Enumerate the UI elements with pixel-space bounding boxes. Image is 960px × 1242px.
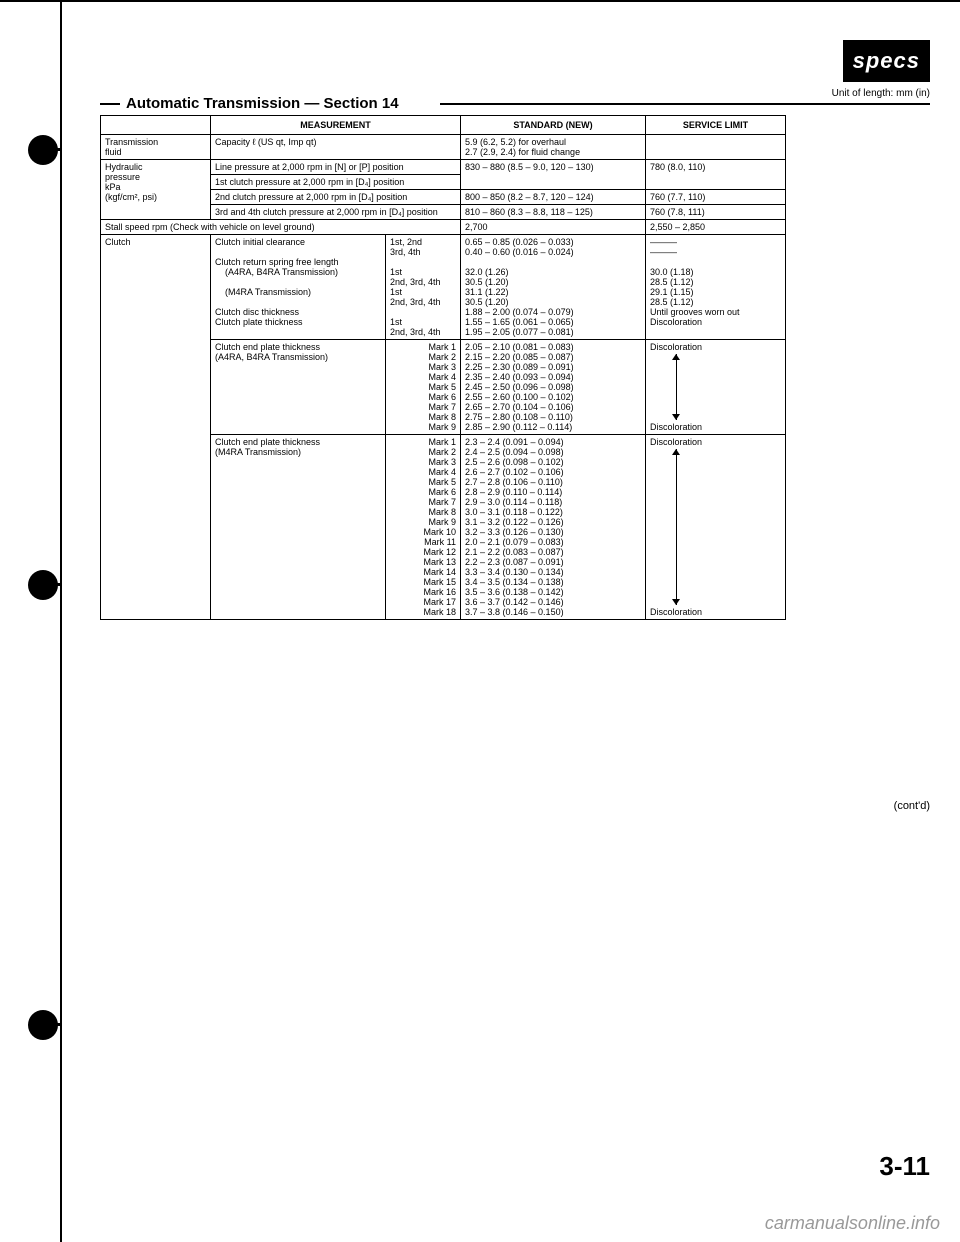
row-label: Transmission fluid	[101, 135, 211, 160]
header-blank	[101, 116, 211, 135]
title-line	[100, 103, 120, 105]
row-limit: 2,550 – 2,850	[646, 220, 786, 235]
binder-stem	[48, 583, 60, 586]
clutch-marks: Mark 1 Mark 2 Mark 3 Mark 4 Mark 5 Mark …	[386, 340, 461, 435]
table-row: Clutch Clutch initial clearance Clutch r…	[101, 235, 786, 340]
table-row: Hydraulic pressure kPa (kgf/cm², psi) Li…	[101, 160, 786, 175]
table-row: Stall speed rpm (Check with vehicle on l…	[101, 220, 786, 235]
unit-label: Unit of length: mm (in)	[832, 88, 930, 99]
row-std: 810 – 860 (8.3 – 8.8, 118 – 125)	[461, 205, 646, 220]
clutch-marks: Mark 1 Mark 2 Mark 3 Mark 4 Mark 5 Mark …	[386, 435, 461, 620]
row-meas: Line pressure at 2,000 rpm in [N] or [P]…	[211, 160, 461, 175]
arrow-up-icon	[672, 449, 680, 455]
row-std: 2,700	[461, 220, 646, 235]
row-label: Stall speed rpm (Check with vehicle on l…	[101, 220, 461, 235]
clutch-meas: Clutch end plate thickness (A4RA, B4RA T…	[211, 340, 386, 435]
clutch-lim: ——— ——— 30.0 (1.18) 28.5 (1.12) 29.1 (1.…	[646, 235, 786, 340]
table-row: Transmission fluid Capacity ℓ (US qt, Im…	[101, 135, 786, 160]
clutch-lim: Discoloration Discoloration	[646, 435, 786, 620]
row-limit: 760 (7.7, 110)	[646, 190, 786, 205]
clutch-std: 2.3 – 2.4 (0.091 – 0.094) 2.4 – 2.5 (0.0…	[461, 435, 646, 620]
binder-stem	[48, 148, 60, 151]
clutch-std: 2.05 – 2.10 (0.081 – 0.083) 2.15 – 2.20 …	[461, 340, 646, 435]
table-header-row: MEASUREMENT STANDARD (NEW) SERVICE LIMIT	[101, 116, 786, 135]
clutch-meas: Clutch initial clearance Clutch return s…	[211, 235, 386, 340]
arrow-down-icon	[672, 599, 680, 605]
row-label: Clutch	[101, 235, 211, 620]
watermark: carmanualsonline.info	[765, 1213, 940, 1234]
header-standard: STANDARD (NEW)	[461, 116, 646, 135]
header-measurement: MEASUREMENT	[211, 116, 461, 135]
clutch-sub: 1st, 2nd 3rd, 4th 1st 2nd, 3rd, 4th 1st …	[386, 235, 461, 340]
title-line	[440, 103, 930, 105]
discoloration-bottom: Discoloration	[650, 607, 702, 617]
row-std: 830 – 880 (8.5 – 9.0, 120 – 130)	[461, 160, 646, 190]
row-std: 5.9 (6.2, 5.2) for overhaul 2.7 (2.9, 2.…	[461, 135, 646, 160]
left-margin-line	[60, 0, 62, 1242]
arrow-up-icon	[672, 354, 680, 360]
page-number: 3-11	[879, 1151, 930, 1182]
page-root: specs Unit of length: mm (in) Automatic …	[0, 0, 960, 1242]
row-limit	[646, 135, 786, 160]
row-label: Hydraulic pressure kPa (kgf/cm², psi)	[101, 160, 211, 220]
clutch-lim: Discoloration Discoloration	[646, 340, 786, 435]
clutch-std: 0.65 – 0.85 (0.026 – 0.033) 0.40 – 0.60 …	[461, 235, 646, 340]
spec-table: MEASUREMENT STANDARD (NEW) SERVICE LIMIT…	[100, 115, 786, 620]
continued-label: (cont'd)	[894, 800, 930, 812]
row-meas: 2nd clutch pressure at 2,000 rpm in [D₄]…	[211, 190, 461, 205]
row-meas: 3rd and 4th clutch pressure at 2,000 rpm…	[211, 205, 461, 220]
arrow-down-icon	[672, 414, 680, 420]
specs-badge: specs	[843, 40, 930, 82]
row-limit: 760 (7.8, 111)	[646, 205, 786, 220]
clutch-meas: Clutch end plate thickness (M4RA Transmi…	[211, 435, 386, 620]
row-std: 800 – 850 (8.2 – 8.7, 120 – 124)	[461, 190, 646, 205]
discoloration-top: Discoloration	[650, 437, 702, 447]
header-limit: SERVICE LIMIT	[646, 116, 786, 135]
arrow-line	[676, 449, 677, 605]
row-meas: 1st clutch pressure at 2,000 rpm in [D₄]…	[211, 175, 461, 190]
discoloration-top: Discoloration	[650, 342, 702, 352]
top-border	[0, 0, 960, 2]
discoloration-bottom: Discoloration	[650, 422, 702, 432]
arrow-line	[676, 354, 677, 420]
row-limit: 780 (8.0, 110)	[646, 160, 786, 190]
binder-stem	[48, 1023, 60, 1026]
row-meas: Capacity ℓ (US qt, Imp qt)	[211, 135, 461, 160]
section-title: Automatic Transmission — Section 14	[120, 95, 405, 112]
